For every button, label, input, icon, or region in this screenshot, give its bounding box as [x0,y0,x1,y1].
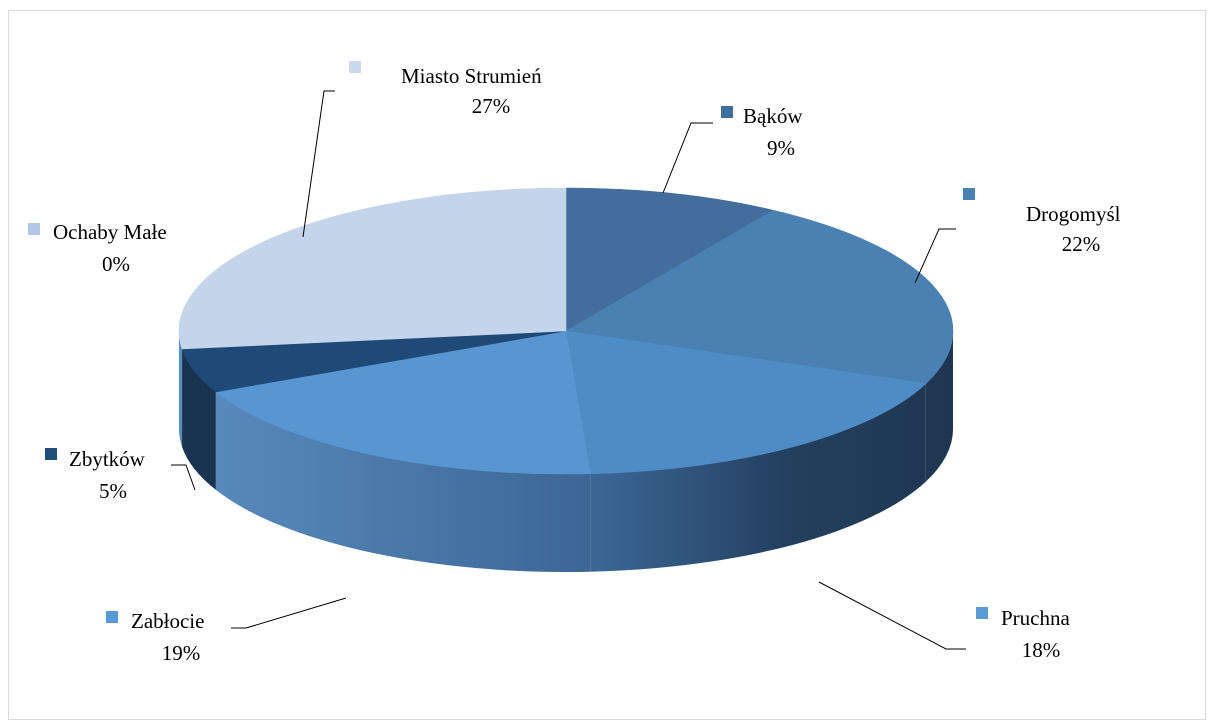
value-label-miasto-strumien: 27% [472,94,511,118]
slice-side-drogomysl [925,331,953,482]
legend-key-drogomysl [963,188,975,200]
legend-key-zablocie [106,611,118,623]
category-label-miasto-strumien: Miasto Strumień [401,64,542,88]
leader-line-miasto-strumien [302,90,335,238]
leader-line-zbytkow [171,464,196,491]
slice-pruchna [565,330,927,475]
leader-line-drogomysl [914,228,956,284]
value-label-zablocie: 19% [162,641,201,665]
leader-line-zablocie [231,597,347,629]
pie-chart: Bąków 9% Drogomyśl 22% Pruchna 18% Zabłocie 19%… [28,61,1121,665]
slice-side-pruchna [590,383,926,572]
category-label-zablocie: Zabłocie [131,609,204,633]
legend-key-zbytkow [45,448,57,460]
slice-bakow [565,187,775,332]
legend-key-miasto-strumien [349,61,361,73]
value-label-bakow: 9% [767,136,795,160]
category-label-ochaby-male: Ochaby Małe [53,220,167,244]
category-label-drogomysl: Drogomyśl [1026,202,1121,226]
leader-line-pruchna [818,581,966,650]
leader-line-bakow [662,122,713,194]
chart-frame: Bąków 9% Drogomyśl 22% Pruchna 18% Zabłocie 19%… [8,10,1206,720]
slice-drogomysl [565,209,954,384]
slice-miasto-strumien [178,187,567,350]
slice-side-miasto-strumien [179,331,183,447]
category-label-bakow: Bąków [743,104,803,128]
legend-key-bakow [721,106,733,118]
legend-key-ochaby-male [28,223,40,235]
legend-key-pruchna [976,607,988,619]
value-label-zbytkow: 5% [99,479,127,503]
category-label-zbytkow: Zbytków [69,447,146,471]
category-label-pruchna: Pruchna [1001,606,1070,630]
value-label-ochaby-male: 0% [102,252,130,276]
slice-side-zablocie [215,391,591,573]
value-label-pruchna: 18% [1022,638,1061,662]
value-label-drogomysl: 22% [1062,232,1101,256]
slice-zablocie [215,330,591,475]
slice-side-zbytkow [182,348,216,490]
